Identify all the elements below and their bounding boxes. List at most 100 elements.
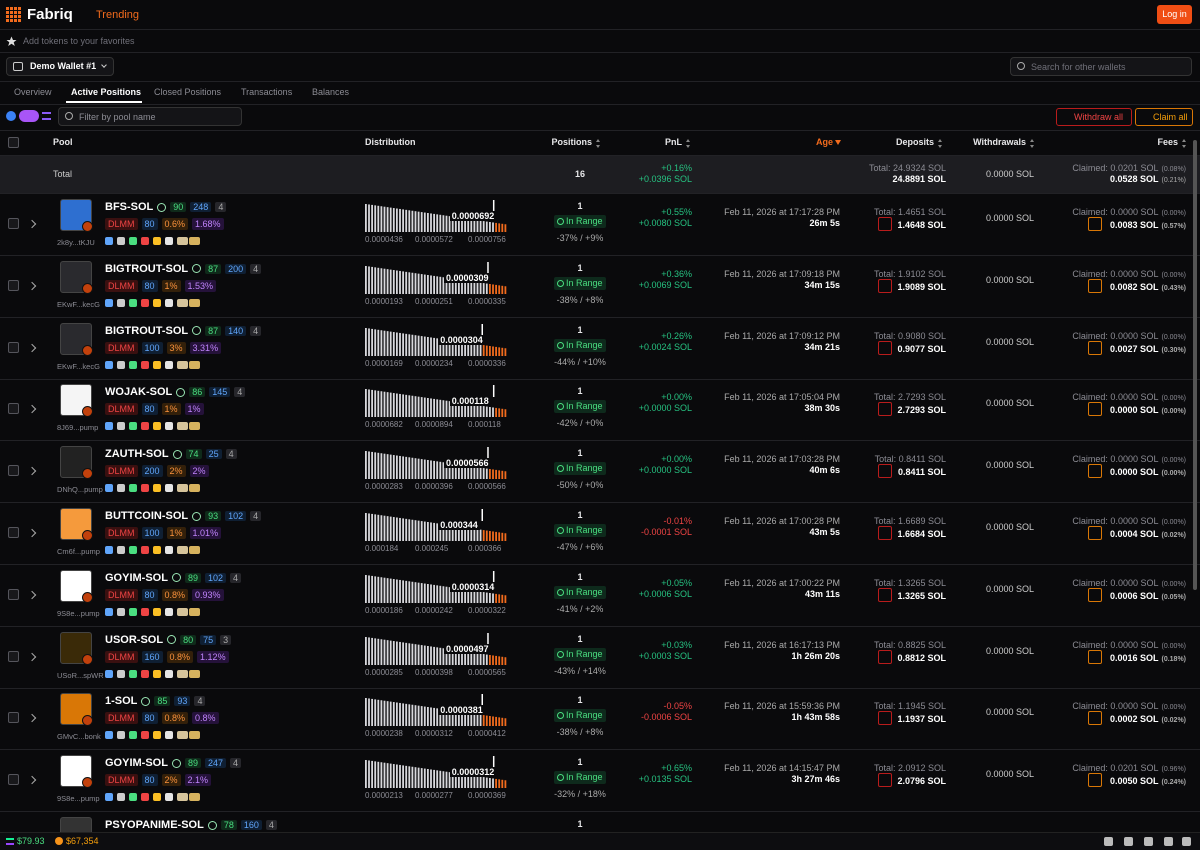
divider — [0, 104, 1200, 105]
withdraw-button[interactable] — [878, 217, 892, 231]
expand-chevron[interactable] — [27, 343, 37, 352]
withdrawals: 0.0000 SOL — [985, 213, 1035, 223]
footer-icon[interactable] — [1104, 837, 1113, 846]
expand-chevron[interactable] — [27, 652, 37, 661]
column-header[interactable]: Fees — [1157, 137, 1178, 147]
pool-name[interactable]: PSYOPANIME-SOL — [105, 819, 204, 831]
range-bounds: -38% / +8% — [556, 727, 604, 738]
expand-chevron[interactable] — [27, 775, 37, 785]
column-header[interactable]: Pool — [53, 137, 73, 147]
claim-button[interactable] — [1088, 278, 1102, 293]
column-header[interactable]: Deposits — [895, 137, 934, 147]
claim-all-button[interactable]: Claim all — [1135, 108, 1193, 126]
pool-name[interactable]: BUTTCOIN-SOL — [105, 510, 189, 522]
age: 1h 43m 58s — [791, 712, 840, 723]
positions-count: 1 — [577, 695, 583, 706]
row-checkbox[interactable] — [8, 341, 19, 353]
login-button[interactable]: Log in — [1157, 5, 1192, 24]
pool-filter[interactable]: Filter by pool name — [58, 107, 242, 126]
expand-chevron[interactable] — [27, 219, 37, 229]
positions-count: 1 — [577, 757, 583, 768]
pool-name[interactable]: BFS-SOL — [105, 201, 154, 213]
opened-date: Feb 11, 2026 at 17:17:28 PM — [724, 207, 840, 217]
claim-button[interactable] — [1088, 217, 1102, 231]
pool-name[interactable]: GOYIM-SOL — [105, 757, 168, 770]
withdraw-button[interactable] — [878, 402, 892, 417]
position-row: GMvC...bonk 1-SOL 85 93 4 DLMM 80 0.8% 0.8% 0.000… — [0, 688, 1200, 749]
column-header[interactable]: PnL — [665, 137, 682, 147]
pnl-pct: +0.65% — [661, 763, 692, 774]
tab[interactable]: Active Positions — [71, 87, 142, 97]
row-checkbox[interactable] — [8, 403, 19, 415]
price-tick-label: 0.0000336 — [468, 358, 506, 368]
withdraw-button[interactable] — [878, 711, 892, 726]
row-checkbox[interactable] — [8, 588, 19, 600]
row-checkbox[interactable] — [8, 774, 19, 786]
pnl-sol: +0.0003 SOL — [638, 650, 692, 661]
claim-button[interactable] — [1088, 773, 1102, 788]
wallet-select[interactable]: Demo Wallet #1 — [6, 57, 114, 76]
claim-button[interactable] — [1088, 340, 1102, 355]
row-checkbox[interactable] — [8, 279, 19, 291]
pool-name[interactable]: BIGTROUT-SOL — [105, 324, 189, 337]
row-checkbox[interactable] — [8, 650, 19, 662]
withdraw-button[interactable] — [878, 340, 892, 355]
pool-title: BIGTROUT-SOL 87 140 4 — [105, 324, 262, 337]
claim-button[interactable] — [1088, 464, 1102, 479]
pool-name[interactable]: ZAUTH-SOL — [105, 448, 169, 461]
row-checkbox[interactable] — [8, 712, 19, 724]
expand-chevron[interactable] — [27, 405, 37, 414]
withdraw-all-button[interactable]: Withdraw all — [1056, 108, 1132, 126]
pool-name[interactable]: 1-SOL — [105, 695, 138, 708]
withdraw-button[interactable] — [878, 526, 892, 540]
withdraw-button[interactable] — [878, 464, 892, 479]
pool-name[interactable]: USOR-SOL — [105, 633, 164, 646]
tab[interactable]: Closed Positions — [154, 87, 222, 97]
footer-icon[interactable] — [1144, 837, 1153, 846]
tab[interactable]: Transactions — [241, 87, 293, 97]
row-checkbox[interactable] — [8, 218, 19, 229]
expand-chevron[interactable] — [27, 590, 37, 600]
pnl-sol: +0.0024 SOL — [638, 341, 692, 352]
column-header[interactable]: Positions — [551, 137, 592, 147]
row-checkbox[interactable] — [8, 465, 19, 477]
header-checkbox[interactable] — [8, 137, 19, 148]
footer-icon[interactable] — [1124, 837, 1133, 846]
column-header[interactable]: Age — [815, 137, 833, 147]
deposits: 1.3265 SOL — [897, 590, 946, 601]
divider — [0, 625, 1200, 627]
claim-button[interactable] — [1088, 587, 1102, 602]
search-icon — [65, 112, 73, 120]
expand-chevron[interactable] — [27, 281, 37, 291]
tab[interactable]: Balances — [312, 87, 350, 97]
claim-button[interactable] — [1088, 402, 1102, 417]
footer-icon[interactable] — [1164, 837, 1173, 846]
toggle[interactable] — [19, 110, 39, 122]
column-header[interactable]: Withdrawals — [973, 137, 1026, 147]
wallet-search[interactable]: Search for other wallets — [1010, 57, 1192, 76]
expand-chevron[interactable] — [27, 466, 37, 476]
row-checkbox[interactable] — [8, 527, 19, 538]
range-status-icon — [557, 650, 564, 658]
claim-button[interactable] — [1088, 711, 1102, 726]
expand-chevron[interactable] — [27, 528, 37, 538]
nav-trending[interactable]: Trending — [96, 9, 140, 21]
score-badge: 78 — [220, 820, 237, 830]
volatility-badge: 1.53% — [184, 279, 217, 292]
pool-name[interactable]: GOYIM-SOL — [105, 571, 168, 584]
expand-chevron[interactable] — [27, 714, 37, 723]
withdraw-button[interactable] — [878, 587, 892, 602]
footer-icon[interactable] — [1182, 837, 1191, 846]
fees-pct: (0.21%) — [1161, 177, 1186, 184]
claim-button[interactable] — [1088, 649, 1102, 664]
claim-button[interactable] — [1088, 526, 1102, 540]
column-header[interactable]: Distribution — [365, 137, 416, 147]
tab[interactable]: Overview — [14, 87, 52, 97]
withdraw-button[interactable] — [878, 649, 892, 664]
withdraw-button[interactable] — [878, 773, 892, 788]
pool-name[interactable]: WOJAK-SOL — [105, 386, 173, 399]
pool-name[interactable]: BIGTROUT-SOL — [105, 262, 189, 275]
total-row: Total 16 +0.16% +0.0396 SOL Total: 24.9324 S… — [0, 156, 1200, 193]
positions-count: 1 — [577, 633, 583, 644]
withdraw-button[interactable] — [878, 278, 892, 293]
